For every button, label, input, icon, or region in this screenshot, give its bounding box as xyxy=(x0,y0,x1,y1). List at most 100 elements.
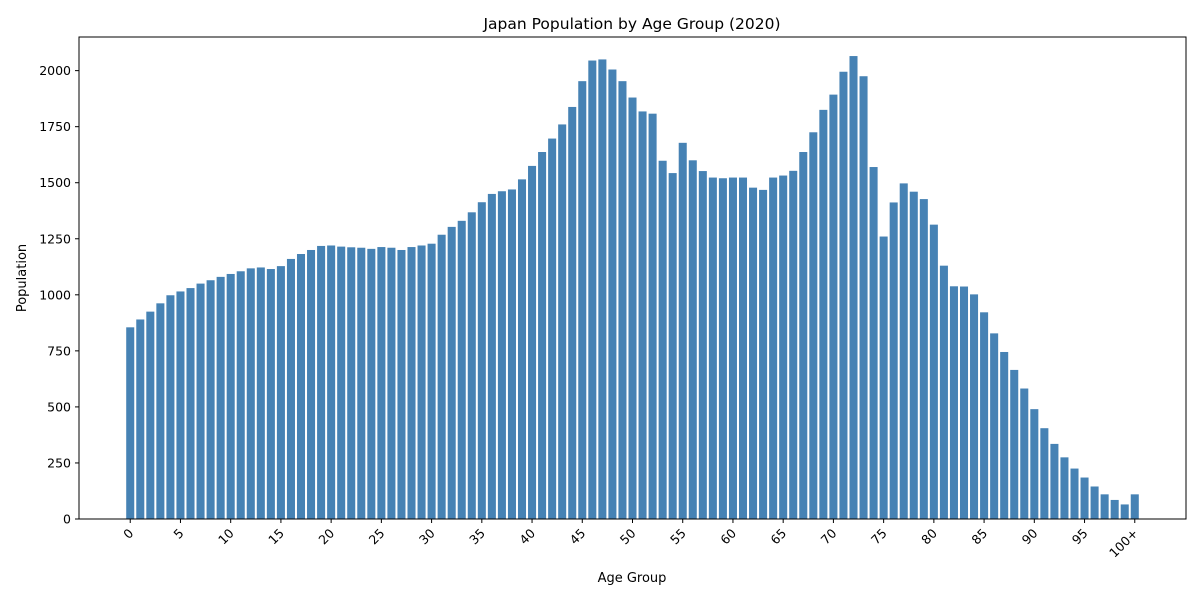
bar xyxy=(648,113,657,520)
bar xyxy=(487,193,496,519)
bar xyxy=(789,170,798,519)
bar xyxy=(497,191,506,520)
bar xyxy=(980,312,989,519)
bar xyxy=(809,132,818,519)
bar xyxy=(1120,504,1129,519)
bar xyxy=(688,160,697,520)
bar xyxy=(749,187,758,519)
bar xyxy=(226,273,235,519)
bar xyxy=(889,202,898,519)
bar xyxy=(477,202,486,520)
bar xyxy=(628,97,637,519)
y-tick-label: 1750 xyxy=(39,119,71,134)
bar xyxy=(1000,351,1009,519)
bar xyxy=(668,173,677,519)
bar xyxy=(728,177,737,519)
bar xyxy=(819,109,828,520)
bar xyxy=(759,189,768,519)
bar xyxy=(397,249,406,520)
chart-title: Japan Population by Age Group (2020) xyxy=(482,15,780,33)
bar xyxy=(427,243,436,519)
bar xyxy=(407,247,416,519)
bar xyxy=(367,248,376,520)
bar xyxy=(1060,457,1069,519)
bar xyxy=(738,177,748,519)
bar xyxy=(126,327,135,519)
bar xyxy=(467,212,476,519)
bar xyxy=(718,178,727,520)
bar xyxy=(457,220,466,519)
bar xyxy=(156,303,165,519)
bar xyxy=(347,247,356,520)
bar xyxy=(507,189,516,519)
x-axis-label: Age Group xyxy=(598,571,667,586)
bar xyxy=(990,333,999,519)
bar xyxy=(377,247,386,519)
bar xyxy=(869,167,878,519)
bar xyxy=(578,81,587,519)
bar xyxy=(598,59,607,520)
bar xyxy=(1020,388,1029,519)
bar xyxy=(909,191,918,519)
bar xyxy=(899,183,908,519)
bar xyxy=(949,286,958,519)
bar xyxy=(849,56,858,520)
bar xyxy=(929,224,938,519)
bar xyxy=(357,247,366,520)
bar xyxy=(1090,486,1099,519)
bar xyxy=(658,160,667,519)
bar xyxy=(317,245,326,519)
bar xyxy=(959,286,969,519)
bar xyxy=(548,138,557,519)
bar xyxy=(437,234,446,520)
bar xyxy=(779,175,788,520)
bar xyxy=(618,81,627,519)
bar xyxy=(1010,369,1019,519)
bar xyxy=(829,94,838,520)
bar xyxy=(1080,477,1089,519)
bar xyxy=(166,295,175,519)
bar xyxy=(387,247,396,520)
bar xyxy=(266,269,275,519)
y-axis: 0 250 500 750 1000 1250 1500 1750 2000 xyxy=(39,63,79,527)
y-tick-label: 1000 xyxy=(39,287,71,302)
bar xyxy=(799,152,808,519)
bar xyxy=(517,179,527,520)
bar xyxy=(528,165,537,519)
y-tick-label: 250 xyxy=(47,455,71,470)
bar xyxy=(1130,494,1139,519)
bar xyxy=(1100,494,1109,519)
bar xyxy=(447,226,456,519)
bar xyxy=(417,245,426,520)
bar xyxy=(216,276,225,519)
bar xyxy=(196,283,205,519)
bar xyxy=(970,294,979,519)
bar xyxy=(327,245,336,520)
y-tick-label: 1500 xyxy=(39,175,71,190)
bar xyxy=(859,76,868,519)
bars-group xyxy=(126,56,1139,520)
bar xyxy=(236,271,245,519)
bar xyxy=(337,246,346,520)
bar xyxy=(1110,499,1119,519)
bar xyxy=(246,268,255,519)
y-tick-label: 1250 xyxy=(39,231,71,246)
bar xyxy=(1070,468,1079,519)
bar xyxy=(608,69,617,519)
bar xyxy=(698,171,707,519)
bar xyxy=(276,266,285,519)
bar xyxy=(286,258,295,519)
bar xyxy=(708,177,717,519)
bar xyxy=(568,106,577,519)
bar xyxy=(136,319,145,519)
bar xyxy=(879,236,888,519)
y-tick-label: 750 xyxy=(47,343,71,358)
bar xyxy=(1040,428,1049,519)
bar xyxy=(638,111,647,520)
bar xyxy=(256,267,265,519)
y-tick-label: 2000 xyxy=(39,63,71,78)
bar xyxy=(206,280,215,519)
bar xyxy=(1050,443,1059,519)
bar xyxy=(538,152,547,519)
